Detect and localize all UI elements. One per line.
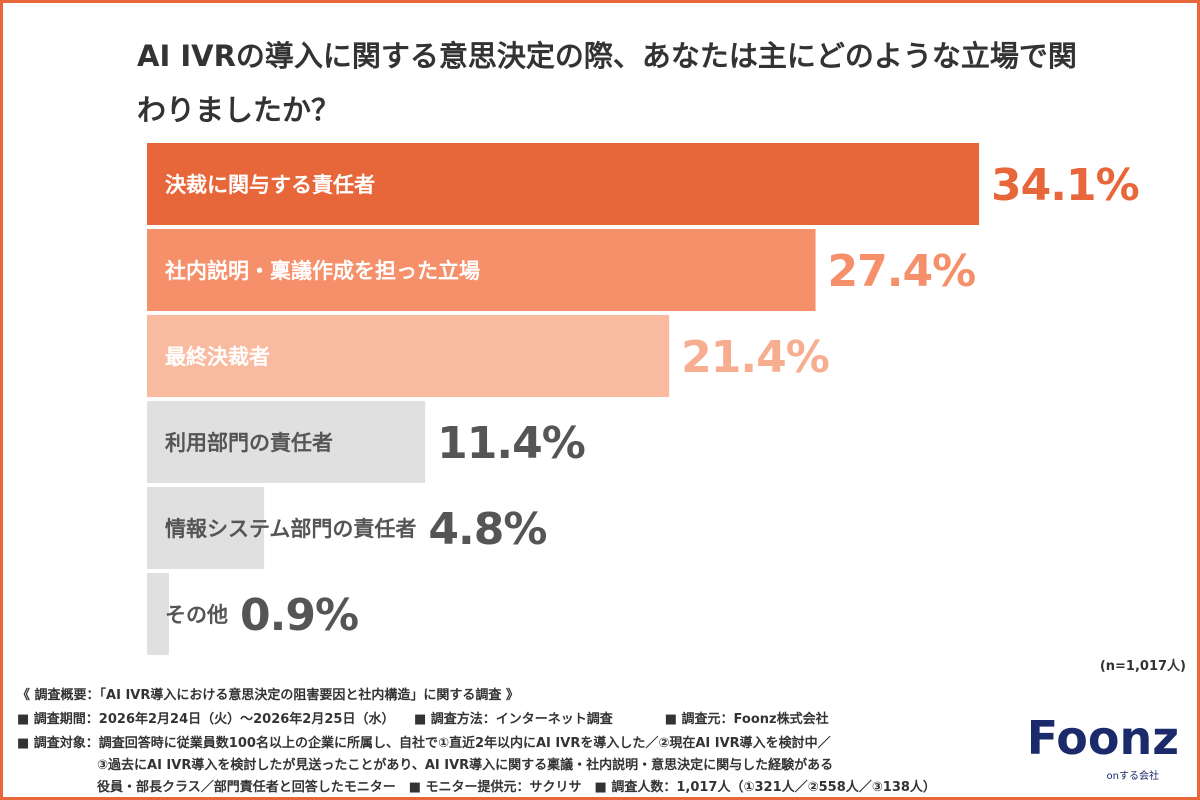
- bar: [147, 573, 169, 655]
- logo: Foonz: [1026, 711, 1179, 765]
- value-label: 4.8%: [428, 504, 546, 555]
- sample-note: (n=1,017人): [1100, 658, 1186, 674]
- footer-line: 《 調査概要：「AI IVR導入における意思決定の阻害要因と社内構造」に関する調…: [17, 688, 519, 703]
- chart: 決裁に関与する責任者 34.1% 社内説明・稟議作成を担った立場 27.4% 最終決裁者…: [147, 143, 1186, 674]
- chart-title: AI IVRの導入に関する意思決定の際、あなたは主にどのような立場で関わりました…: [137, 39, 1077, 127]
- category-label: 最終決裁者: [165, 345, 270, 369]
- value-label: 34.1%: [991, 160, 1139, 211]
- logo-tagline: onする会社: [1106, 771, 1159, 782]
- category-label: 決裁に関与する責任者: [165, 173, 375, 197]
- category-label: 情報システム部門の責任者: [165, 517, 416, 541]
- bar: [147, 315, 670, 397]
- footer-line: ③過去にAI IVR導入を検討したが見送ったことがあり、AI IVR導入に関する…: [97, 758, 834, 773]
- value-label: 0.9%: [240, 590, 358, 641]
- footer-line: ■ 調査期間：2026年2月24日（火）〜2026年2月25日（水） ■ 調査方…: [17, 712, 829, 727]
- value-label: 21.4%: [681, 332, 829, 383]
- category-label: 社内説明・稟議作成を担った立場: [164, 259, 480, 283]
- value-label: 11.4%: [437, 418, 585, 469]
- bar: [147, 143, 980, 225]
- bar: [147, 487, 265, 569]
- footer-line: ■ 調査対象：調査回答時に従業員数100名以上の企業に所属し、自社で①直近2年以…: [17, 736, 831, 751]
- bar: [147, 401, 426, 483]
- footer-line: 役員・部長クラス／部門責任者と回答したモニター ■ モニター提供元：サクリサ ■…: [97, 780, 936, 795]
- category-label: 利用部門の責任者: [165, 431, 333, 455]
- bar: [147, 229, 816, 311]
- category-label: その他: [165, 603, 228, 627]
- value-label: 27.4%: [828, 246, 976, 297]
